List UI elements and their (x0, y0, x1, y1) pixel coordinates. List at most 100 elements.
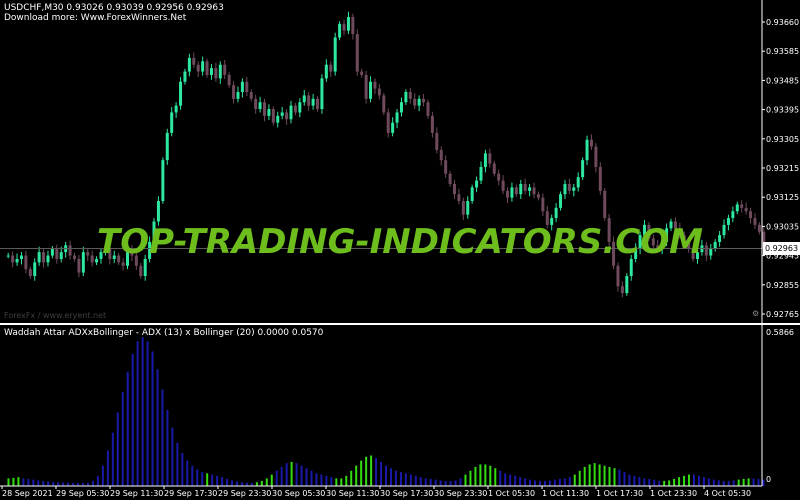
candle-body (642, 224, 646, 236)
candle-body (320, 78, 324, 110)
histogram-bar (623, 472, 626, 486)
candle-body (214, 68, 218, 79)
histogram-bar (231, 480, 234, 486)
profile-icon[interactable]: ⚙ (752, 309, 760, 318)
histogram-bar (235, 481, 238, 486)
histogram-bar (702, 477, 705, 486)
candle-body (68, 245, 72, 256)
time-tick-label: 1 Oct 11:30 (542, 489, 589, 498)
histogram-bar (186, 460, 189, 486)
histogram-bar (270, 474, 273, 486)
candle-body (665, 228, 669, 242)
histogram-bar (385, 465, 387, 486)
time-tick-label: 4 Oct 05:30 (704, 489, 751, 498)
candle-body (753, 218, 757, 225)
time-tick-label: 1 Oct 23:30 (650, 489, 697, 498)
candle-body (497, 173, 501, 181)
candle-body (170, 112, 174, 133)
histogram-bar (454, 480, 457, 486)
candle-body (165, 132, 169, 161)
candle-body (457, 194, 461, 202)
histogram-bar (81, 482, 84, 486)
histogram-bar (111, 432, 114, 486)
candle-body (342, 23, 346, 31)
indicator-title: Waddah Attar ADXxBollinger - ADX (13) x … (4, 328, 324, 338)
candle-body (749, 211, 753, 219)
candle-body (435, 132, 439, 150)
histogram-bar (529, 479, 532, 486)
candle-body (307, 95, 311, 106)
histogram-bar (62, 482, 65, 486)
histogram-bar (161, 389, 164, 486)
candle-body (536, 194, 540, 198)
histogram-bar (598, 464, 601, 486)
candle-body (550, 218, 554, 225)
candle-body (108, 248, 112, 259)
histogram-bar (479, 464, 482, 486)
candle-body (289, 105, 293, 120)
histogram-bar (757, 478, 760, 486)
histogram-bar (593, 463, 596, 486)
candle-body (506, 190, 510, 198)
candle-body (338, 23, 342, 38)
histogram-bar (57, 482, 60, 486)
candle-body (660, 241, 664, 249)
histogram-bar (121, 392, 124, 486)
candle-body (139, 265, 143, 276)
candle-body (581, 160, 585, 178)
candle-body (134, 255, 138, 266)
price-tick-label: 0.93215 (766, 164, 799, 173)
candle-body (11, 255, 15, 263)
histogram-bar (275, 470, 278, 486)
histogram-bar (67, 482, 70, 486)
candle-body (99, 252, 103, 259)
time-tick-label: 30 Sep 11:30 (326, 489, 379, 498)
candle-body (532, 187, 536, 195)
histogram-bar (464, 474, 467, 486)
candle-body (603, 190, 607, 219)
histogram-bar (404, 473, 407, 486)
histogram-bar (7, 478, 10, 486)
histogram-bar (752, 478, 755, 486)
histogram-bar (52, 481, 55, 486)
histogram-bar (538, 480, 541, 486)
histogram-bar (330, 477, 333, 486)
candle-body (466, 201, 470, 215)
histogram-bar (350, 470, 353, 486)
histogram-bar (717, 480, 720, 486)
candle-body (528, 187, 532, 191)
current-price-label: 0.92963 (763, 242, 800, 255)
candle-body (232, 85, 236, 99)
histogram-bar (340, 478, 343, 486)
candle-body (430, 115, 434, 133)
histogram-bar (146, 341, 149, 486)
histogram-bar (206, 473, 209, 486)
histogram-bar (280, 466, 283, 486)
histogram-bar (260, 480, 263, 486)
histogram-bar (633, 475, 636, 486)
candle-body (488, 153, 492, 164)
candle-body (33, 262, 37, 276)
histogram-bar (658, 480, 661, 486)
candle-body (696, 252, 700, 259)
candle-body (651, 238, 655, 246)
time-tick-label: 1 Oct 17:30 (596, 489, 643, 498)
histogram-bar (181, 452, 184, 486)
candle-body (709, 248, 713, 256)
histogram-bar (375, 458, 378, 486)
histogram-bar (300, 465, 303, 486)
histogram-bar (683, 475, 686, 486)
candle-body (479, 166, 483, 181)
candle-body (117, 255, 121, 263)
candle-body (475, 180, 479, 188)
histogram-bar (365, 456, 368, 486)
candle-body (223, 64, 227, 75)
candle-body (744, 207, 748, 212)
time-tick-label: 28 Sep 2021 (2, 489, 53, 498)
candle-body (422, 98, 426, 103)
histogram-bar (459, 478, 462, 486)
candle-body (404, 92, 408, 103)
histogram-bar (245, 482, 248, 486)
histogram-bar (573, 474, 576, 486)
